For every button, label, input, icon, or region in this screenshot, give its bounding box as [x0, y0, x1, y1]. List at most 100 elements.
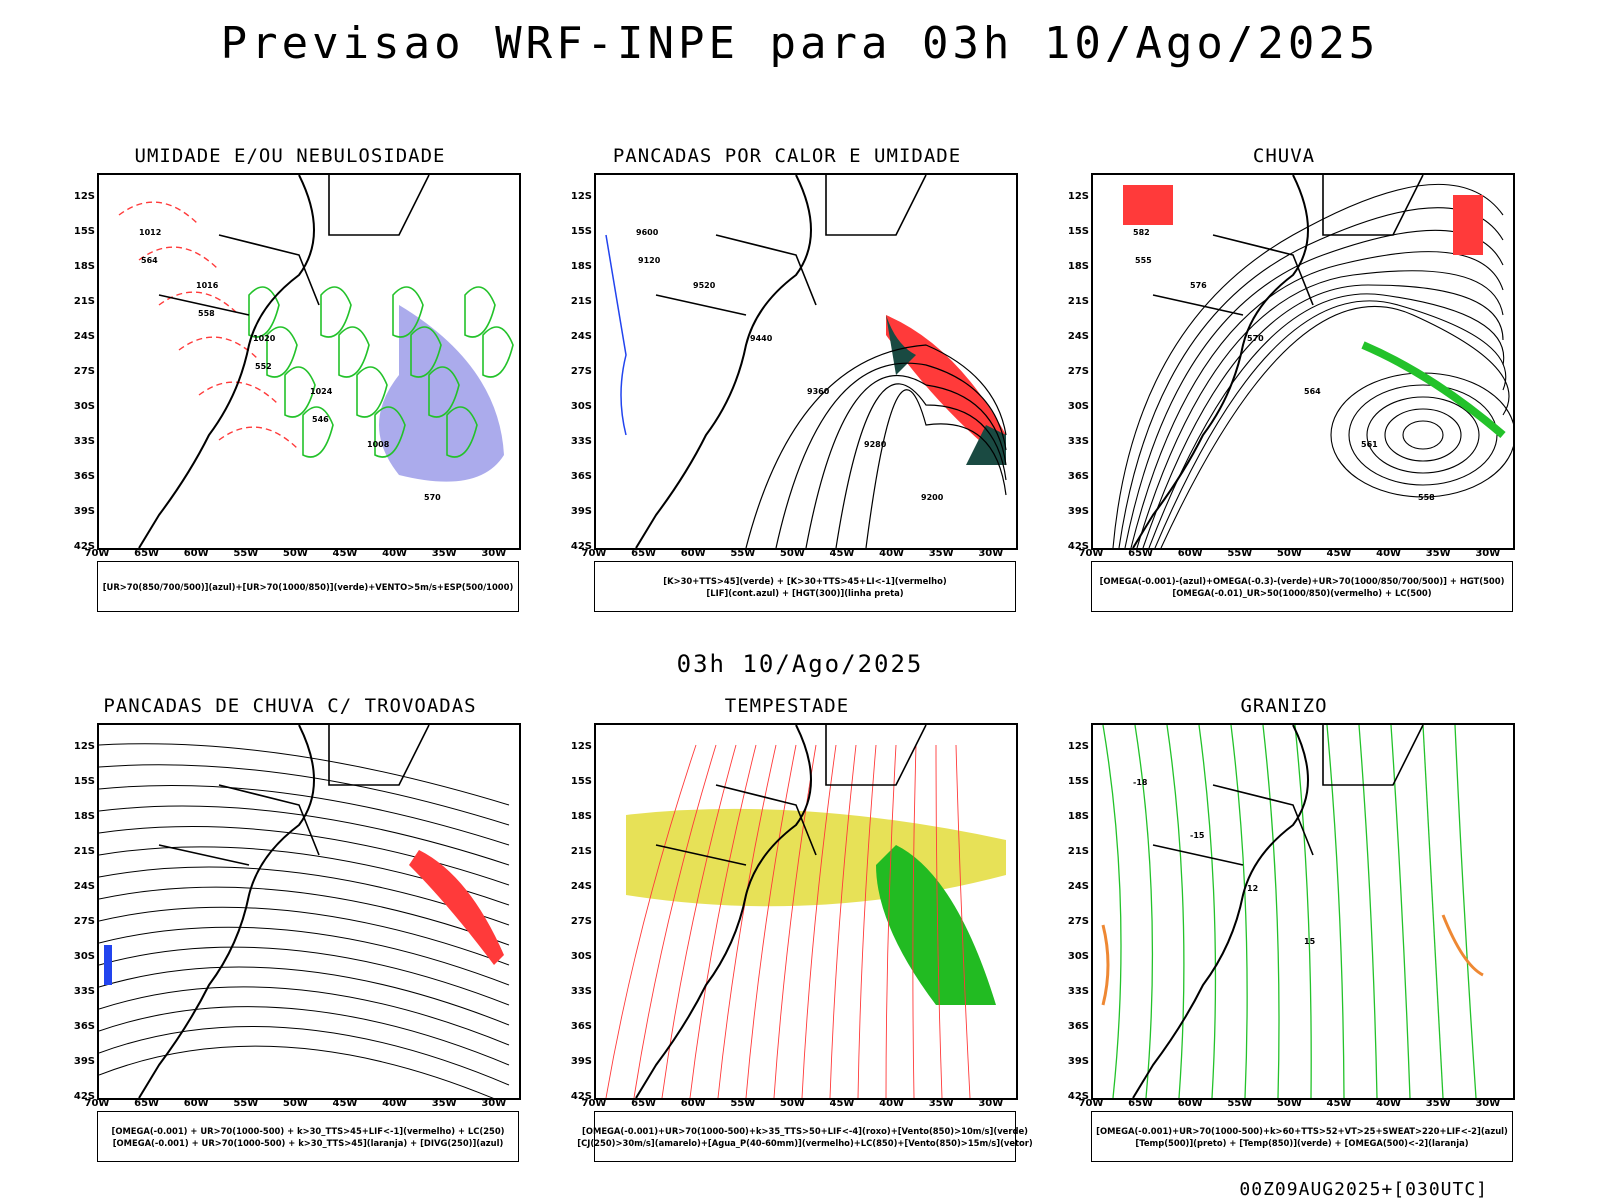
legend-line: [UR>70(850/700/500)](azul)+[UR>70(1000/8… [102, 581, 514, 592]
lon-tick-label: 45W [829, 1098, 855, 1109]
lon-tick-label: 30W [978, 548, 1004, 559]
panel-pancadas-trovoadas: PANCADAS DE CHUVA C/ TROVOADAS [OMEGA(-0… [74, 695, 521, 1185]
lon-tick-label: 45W [332, 548, 358, 559]
instability-field-dark [966, 425, 1006, 465]
lc-contour [689, 744, 757, 1098]
lat-tick-label: 18S [570, 261, 592, 272]
contour-label: 546 [312, 415, 329, 424]
legend-line: [LIF](cont.azul) + [HGT(300)](linha pret… [706, 587, 904, 598]
omega-field [1441, 914, 1484, 977]
thickness-contour [178, 336, 260, 361]
lat-tick-label: 18S [1067, 811, 1089, 822]
streamline [99, 946, 510, 1006]
lat-tick-label: 12S [570, 741, 592, 752]
lc-contour [885, 744, 897, 1098]
lc-contour [717, 744, 777, 1098]
lon-tick-label: 50W [282, 1098, 308, 1109]
contour-label: 9200 [921, 493, 944, 502]
humidity-contour [446, 406, 478, 458]
lc-contour [801, 744, 837, 1098]
lat-tick-label: 36S [73, 471, 95, 482]
lat-tick-label: 21S [1067, 296, 1089, 307]
lon-tick-label: 30W [1475, 548, 1501, 559]
map-svg [99, 725, 510, 1098]
streamline [99, 926, 510, 986]
temp850-contour [1166, 725, 1185, 1098]
country-borders [655, 175, 927, 316]
lc-contour [661, 744, 737, 1098]
lc-contour [773, 744, 817, 1098]
lat-tick-label: 15S [1067, 776, 1089, 787]
lon-tick-label: 70W [581, 1098, 607, 1109]
coastline [138, 175, 315, 548]
omega-field [1101, 924, 1110, 1006]
lon-tick-label: 40W [1376, 1098, 1402, 1109]
lon-tick-label: 45W [829, 548, 855, 559]
temp850-contour [1230, 725, 1248, 1098]
hgt-contour [1348, 384, 1498, 486]
legend-line: [OMEGA(-0.001)+UR>70(1000-500)+k>35_TTS>… [582, 1125, 1028, 1136]
lat-tick-label: 24S [570, 331, 592, 342]
lon-tick-label: 35W [928, 1098, 954, 1109]
map-frame [97, 723, 521, 1100]
lon-tick-label: 55W [730, 1098, 756, 1109]
streamline [1148, 293, 1505, 548]
humidity-contour [410, 326, 442, 378]
lat-tick-label: 33S [570, 986, 592, 997]
panel-title: PANCADAS DE CHUVA C/ TROVOADAS [103, 695, 477, 717]
lat-tick-label: 21S [73, 296, 95, 307]
lat-tick-label: 27S [570, 366, 592, 377]
lon-tick-label: 50W [779, 1098, 805, 1109]
storm-field [409, 850, 504, 965]
lat-tick-label: 24S [1067, 331, 1089, 342]
lon-tick-label: 65W [1128, 1098, 1154, 1109]
temp850-contour [1454, 725, 1477, 1098]
lat-tick-label: 27S [73, 916, 95, 927]
map-content: -18 -15 12 15 [1101, 725, 1484, 1098]
panel-title: PANCADAS POR CALOR E UMIDADE [612, 145, 962, 167]
map-content: 9600 9520 9440 9360 9280 9200 9120 [605, 175, 1007, 548]
lat-tick-label: 39S [73, 1056, 95, 1067]
humidity-contour [338, 326, 370, 378]
map-frame: -18 -15 12 15 [1091, 723, 1515, 1100]
temp850-contour [1102, 725, 1122, 1098]
contour-label: 1012 [139, 228, 161, 237]
lat-tick-label: 15S [73, 226, 95, 237]
run-timestamp: 00Z09AUG2025+[030UTC] [1239, 1179, 1488, 1200]
map-svg: 582 576 570 564 561 558 555 [1112, 175, 1513, 548]
lat-tick-label: 18S [73, 261, 95, 272]
contour-label: -15 [1190, 831, 1205, 840]
thickness-contour [138, 246, 220, 271]
lat-tick-label: 27S [570, 916, 592, 927]
lon-tick-label: 65W [1128, 548, 1154, 559]
map-svg: 9600 9520 9440 9360 9280 9200 9120 [605, 175, 1007, 548]
lat-tick-label: 39S [1067, 1056, 1089, 1067]
contour-label: 1024 [310, 387, 333, 396]
hgt-contour [745, 344, 1007, 548]
lon-tick-label: 55W [730, 548, 756, 559]
lat-tick-label: 36S [73, 1021, 95, 1032]
map-svg [605, 725, 1006, 1098]
hgt-contour [1402, 420, 1444, 450]
lat-tick-label: 24S [1067, 881, 1089, 892]
lon-tick-label: 55W [1227, 1098, 1253, 1109]
lon-tick-label: 65W [134, 1098, 160, 1109]
lon-tick-label: 70W [1078, 1098, 1104, 1109]
legend-line: [CJ(250)>30m/s](amarelo)+[Agua_P(40-60mm… [577, 1137, 1033, 1148]
thickness-contour [158, 291, 240, 316]
legend-line: [K>30+TTS>45](verde) + [K>30+TTS>45+LI<-… [663, 575, 947, 586]
lat-tick-label: 33S [1067, 986, 1089, 997]
contour-label: 15 [1304, 937, 1316, 946]
contour-label: 1016 [196, 281, 219, 290]
lat-tick-label: 30S [1067, 401, 1089, 412]
omega-field [1361, 341, 1506, 439]
contour-label: 9120 [638, 256, 661, 265]
hgt-contour [1366, 396, 1480, 474]
lc-contour [745, 744, 797, 1098]
temp850-contour [1134, 725, 1154, 1098]
contour-label: 570 [1247, 334, 1264, 343]
lon-tick-label: 50W [779, 548, 805, 559]
lc-contour [633, 744, 717, 1098]
lat-tick-label: 30S [570, 401, 592, 412]
country-borders [158, 175, 430, 316]
